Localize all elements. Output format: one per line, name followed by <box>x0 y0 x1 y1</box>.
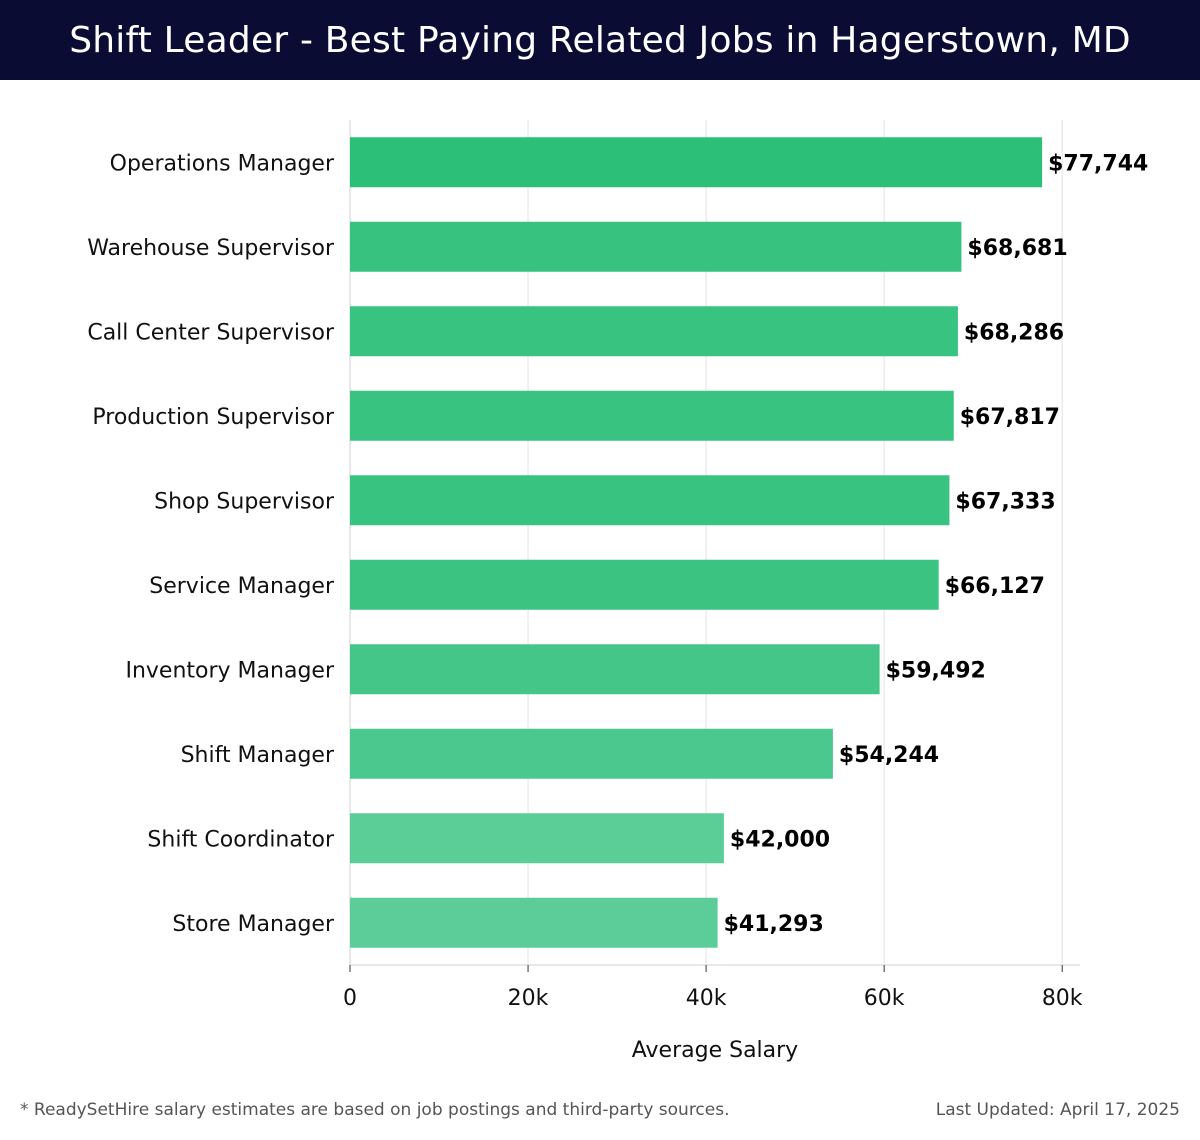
x-tick-label: 0 <box>343 986 357 1011</box>
bar-value-label: $68,286 <box>964 320 1064 345</box>
category-label: Shift Coordinator <box>147 827 335 852</box>
category-label: Operations Manager <box>110 151 335 176</box>
category-label: Store Manager <box>172 912 335 937</box>
bar <box>350 475 950 526</box>
category-label: Shift Manager <box>181 743 335 768</box>
category-label: Call Center Supervisor <box>87 320 335 345</box>
bar-value-label: $67,333 <box>955 489 1055 514</box>
category-label: Inventory Manager <box>125 658 334 683</box>
bar <box>350 897 718 948</box>
bar <box>350 559 939 610</box>
x-tick-label: 60k <box>864 986 905 1011</box>
bar <box>350 390 954 441</box>
bar-value-label: $77,744 <box>1048 151 1148 176</box>
bar-value-label: $67,817 <box>960 405 1060 430</box>
bar-value-label: $42,000 <box>730 827 830 852</box>
bar <box>350 137 1043 188</box>
bar-value-label: $66,127 <box>945 574 1045 599</box>
bar <box>350 221 962 272</box>
category-label: Production Supervisor <box>92 405 335 430</box>
bar <box>350 813 724 864</box>
chart-header: Shift Leader - Best Paying Related Jobs … <box>0 0 1200 80</box>
category-label: Shop Supervisor <box>154 489 335 514</box>
x-axis-label: Average Salary <box>632 1038 798 1063</box>
bar <box>350 644 880 695</box>
bar-value-label: $68,681 <box>967 236 1067 261</box>
bar-value-label: $41,293 <box>724 912 824 937</box>
bar <box>350 306 958 357</box>
last-updated: Last Updated: April 17, 2025 <box>935 1100 1180 1120</box>
x-tick-label: 20k <box>508 986 549 1011</box>
x-tick-label: 40k <box>686 986 727 1011</box>
chart-title: Shift Leader - Best Paying Related Jobs … <box>69 19 1131 61</box>
category-label: Service Manager <box>149 574 335 599</box>
category-label: Warehouse Supervisor <box>87 236 335 261</box>
bar <box>350 728 833 779</box>
bar-value-label: $54,244 <box>839 743 939 768</box>
footer-note: * ReadySetHire salary estimates are base… <box>20 1100 730 1120</box>
bar-chart: 0 20k 40k 60k 80k Average Salary Operations Ma… <box>87 120 1148 1063</box>
bar-value-label: $59,492 <box>886 658 986 683</box>
x-tick-label: 80k <box>1042 986 1083 1011</box>
